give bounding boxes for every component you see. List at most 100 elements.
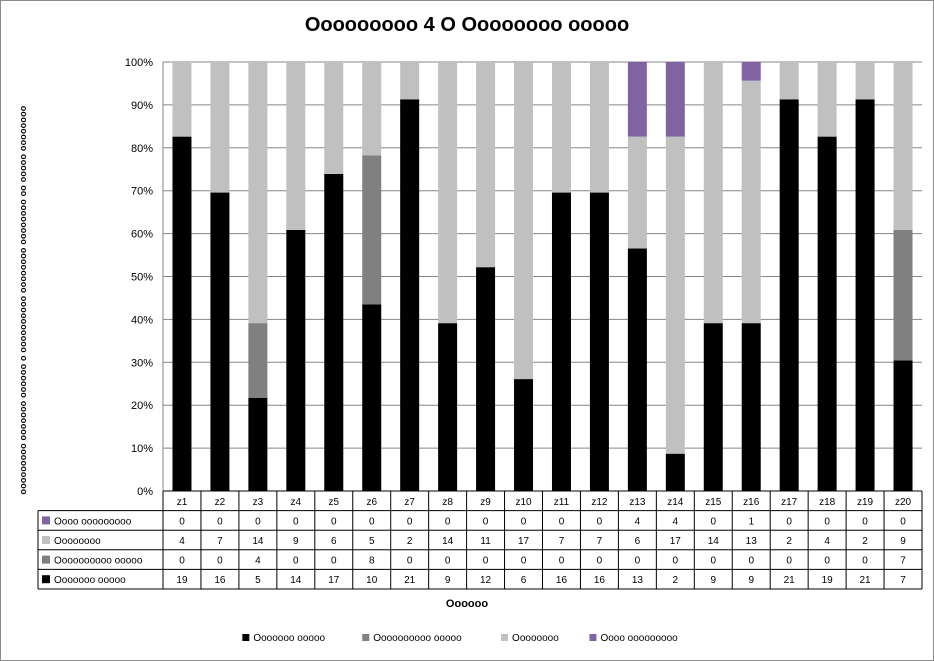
y-tick-label: 60% (131, 229, 153, 241)
x-tick-label: z6 (366, 497, 377, 508)
bar-segment (172, 136, 192, 491)
y-tick-label: 50% (131, 272, 153, 284)
x-tick-label: z1 (177, 497, 188, 508)
table-series-name: Oooooooo (54, 536, 101, 547)
legend-key (242, 634, 250, 641)
table-value: 8 (369, 556, 375, 567)
table-value: 7 (597, 536, 603, 547)
table-value: 5 (255, 575, 261, 586)
table-value: 2 (673, 575, 679, 586)
table-value: 14 (442, 536, 454, 547)
table-value: 0 (862, 516, 868, 527)
table-value: 0 (862, 556, 868, 567)
table-value: 2 (862, 536, 868, 547)
bar-segment (476, 267, 496, 491)
table-value: 16 (214, 575, 226, 586)
y-tick-label: 40% (131, 314, 153, 326)
table-value: 0 (824, 556, 830, 567)
y-tick-label: 30% (131, 357, 153, 369)
bar-segment (855, 62, 875, 100)
table-value: 6 (635, 536, 641, 547)
table-value: 0 (293, 556, 299, 567)
table-value: 0 (331, 556, 337, 567)
legend-label: Oooo ooooooooo (600, 633, 678, 644)
table-value: 0 (331, 516, 337, 527)
table-value: 21 (784, 575, 796, 586)
table-value: 6 (521, 575, 527, 586)
bar-segment (893, 62, 913, 230)
table-value: 17 (518, 536, 530, 547)
table-value: 14 (290, 575, 302, 586)
table-legend-key (42, 516, 50, 525)
bar-segment (438, 323, 458, 491)
x-axis-label: Oooooo (445, 598, 489, 610)
table-value: 7 (900, 575, 906, 586)
table-series-name: Oooo ooooooooo (54, 516, 132, 527)
bar-segment (817, 62, 837, 137)
table-value: 17 (328, 575, 340, 586)
y-tick-label: 80% (131, 143, 153, 155)
bars (172, 62, 913, 492)
x-tick-label: z18 (819, 497, 836, 508)
legend-key (501, 634, 509, 641)
bar-segment (514, 379, 534, 491)
table-value: 16 (556, 575, 568, 586)
y-tick-label: 90% (131, 100, 153, 112)
table-value: 7 (559, 536, 565, 547)
table-value: 0 (597, 556, 603, 567)
table-value: 0 (900, 516, 906, 527)
table-value: 0 (255, 516, 261, 527)
bar-segment (438, 62, 458, 324)
bar-segment (779, 62, 799, 100)
legend-label: Oooooooo (512, 633, 559, 644)
table-value: 16 (594, 575, 606, 586)
table-value: 11 (480, 536, 491, 547)
table-value: 7 (900, 556, 906, 567)
table-series-name: Oooooooooo ooooo (54, 556, 143, 567)
table-value: 4 (824, 536, 830, 547)
x-tick-label: z9 (480, 497, 491, 508)
x-tick-label: z12 (591, 497, 608, 508)
table-value: 0 (521, 516, 527, 527)
bar-segment (665, 136, 685, 454)
table-value: 10 (366, 575, 378, 586)
legend: Ooooooo ooooo Oooooooooo ooooo Oooooooo Ooo… (242, 633, 678, 644)
bar-segment (627, 248, 647, 491)
table-value: 0 (786, 556, 792, 567)
table-value: 4 (179, 536, 185, 547)
table-value: 0 (521, 556, 527, 567)
bar-segment (703, 62, 723, 324)
table-value: 14 (252, 536, 264, 547)
bar-segment (362, 62, 382, 156)
table-value: 13 (632, 575, 644, 586)
table-series-name: Ooooooo ooooo (54, 575, 126, 586)
bar-segment (741, 62, 761, 81)
y-axis: 0% 10% 20% 30% 40% 50% 60% 70% 80% 90% 100% (125, 57, 164, 498)
bar-segment (551, 62, 571, 193)
bar-segment (248, 323, 268, 398)
table-legend-key (42, 575, 50, 584)
x-tick-label: z11 (554, 497, 570, 508)
table-value: 0 (293, 516, 299, 527)
table-value: 4 (255, 556, 261, 567)
bar-segment (400, 62, 420, 100)
bar-segment (248, 397, 268, 491)
table-value: 9 (710, 575, 716, 586)
x-tick-label: z5 (328, 497, 339, 508)
table-value: 4 (635, 516, 641, 527)
legend-key (362, 634, 370, 641)
table-value: 0 (559, 516, 565, 527)
y-tick-label: 10% (131, 443, 153, 455)
bar-segment (362, 304, 382, 491)
legend-key (589, 634, 597, 641)
table-value: 21 (404, 575, 416, 586)
x-tick-label: z2 (215, 497, 226, 508)
table-value: 14 (708, 536, 720, 547)
table-value: 0 (179, 516, 185, 527)
table-value: 1 (748, 516, 754, 527)
x-tick-label: z20 (895, 497, 912, 508)
table-value: 0 (559, 556, 565, 567)
table-value: 12 (480, 575, 492, 586)
bar-segment (893, 229, 913, 361)
